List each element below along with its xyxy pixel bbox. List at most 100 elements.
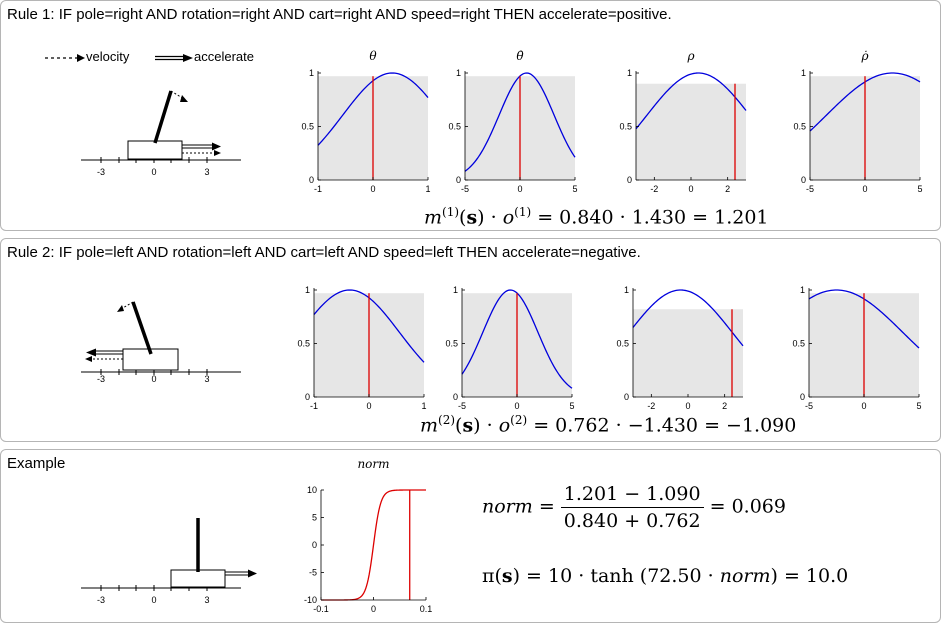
y-tick-label: -5	[309, 568, 317, 578]
legend-velocity-label: velocity	[86, 49, 130, 64]
rule1-title: Rule 1: IF pole=right AND rotation=right…	[7, 6, 672, 23]
y-tick-label: 0.5	[616, 339, 629, 349]
x-tick-label: 0	[685, 401, 690, 411]
y-tick-label: 0.5	[619, 122, 632, 132]
x-tick-label: 0	[370, 184, 375, 194]
membership-curve	[632, 289, 744, 347]
rule2-o-value: −1.430	[627, 414, 699, 437]
rule1-plot-theta-dot: 00.51-5 0 5θ̇	[448, 49, 577, 194]
x-tick-label: 1	[425, 184, 430, 194]
norm-formula: norm = 1.201 − 1.090 0.840 + 0.762 = 0.0…	[482, 483, 786, 532]
cart-axis-tick: 0	[151, 595, 156, 605]
pi-var: norm	[719, 565, 771, 587]
membership-curve	[464, 72, 576, 172]
cart-axis-tick: -3	[97, 374, 105, 384]
pole	[153, 90, 173, 144]
example-title: Example	[7, 455, 66, 472]
pi-lhs: π(	[482, 565, 502, 587]
membership-curve	[635, 72, 747, 130]
y-tick-label: 1	[627, 68, 632, 78]
y-tick-label: 0	[456, 175, 461, 185]
y-tick-label: 1	[456, 68, 461, 78]
x-tick-label: 0	[517, 184, 522, 194]
x-tick-label: 5	[916, 401, 921, 411]
y-tick-label: 1	[800, 285, 805, 295]
cart-axis-tick: -3	[97, 167, 105, 177]
y-tick-label: 1	[453, 285, 458, 295]
cart-axis-tick: 3	[204, 374, 209, 384]
rule2-formula: m(2)(s) · o(2) = 0.762 · −1.430 = −1.090	[420, 413, 797, 437]
norm-plot-title: norm	[357, 457, 389, 471]
legend: velocity accelerate	[45, 49, 285, 65]
x-tick-label: 0	[862, 184, 867, 194]
rule1-formula: m(1)(s) · o(1) = 0.840 · 1.430 = 1.201	[424, 205, 769, 229]
y-tick-label: 10	[307, 485, 317, 495]
cart-axis-tick: 0	[151, 374, 156, 384]
x-tick-label: -1	[314, 184, 322, 194]
example-panel: Example -3 0 3 -10 -5 0 5 10 -0.1 0 0.1 norm nor…	[0, 449, 941, 623]
cart	[127, 140, 183, 160]
shaded-region	[636, 83, 746, 180]
y-tick-label: 0.5	[297, 339, 310, 349]
rule1-cartpole-diagram: -3 0 3	[81, 90, 241, 177]
x-tick-label: -5	[461, 184, 469, 194]
rule2-plot-theta: 00.51-1 0 1	[297, 285, 426, 411]
x-tick-label: 0	[688, 184, 693, 194]
x-tick-label: 0	[861, 401, 866, 411]
x-tick-label: -1	[310, 401, 318, 411]
y-tick-label: 0.5	[448, 122, 461, 132]
pi-state: s	[501, 565, 513, 587]
velocity-arrow-icon	[45, 54, 85, 62]
plot-title: ρ	[686, 49, 694, 63]
y-tick-label: 0.5	[793, 122, 806, 132]
x-tick-label: -0.1	[313, 604, 329, 614]
x-tick-label: 5	[569, 401, 574, 411]
cart	[170, 569, 226, 588]
y-tick-label: 0	[309, 175, 314, 185]
rule2-index: 2	[514, 413, 523, 427]
example-norm-plot: -10 -5 0 5 10 -0.1 0 0.1 norm	[304, 457, 432, 614]
rule1-panel: Rule 1: IF pole=right AND rotation=right…	[0, 0, 941, 231]
y-tick-label: 0	[305, 392, 310, 402]
y-tick-label: 5	[312, 513, 317, 523]
accelerate-arrow-icon	[155, 54, 193, 62]
example-cartpole-diagram: -3 0 3	[81, 518, 257, 605]
pi-formula: π(s) = 10 · tanh (72.50 · norm) = 10.0	[482, 565, 848, 587]
x-tick-label: 0	[514, 401, 519, 411]
rule2-title: Rule 2: IF pole=left AND rotation=left A…	[7, 244, 641, 261]
y-tick-label: 1	[309, 68, 314, 78]
x-tick-label: -5	[458, 401, 466, 411]
rule2-result: −1.090	[726, 414, 797, 437]
legend-accelerate-label: accelerate	[194, 49, 254, 64]
rule1-o-value: 1.430	[631, 206, 687, 229]
rule1-index: 1	[446, 205, 455, 219]
plot-title: θ̇	[516, 49, 524, 63]
y-tick-label: 0	[624, 392, 629, 402]
cart-axis-tick: 0	[151, 167, 156, 177]
x-tick-label: -2	[647, 401, 655, 411]
norm-fraction: 1.201 − 1.090 0.840 + 0.762	[560, 483, 704, 532]
y-tick-label: 1	[801, 68, 806, 78]
y-tick-label: 0	[453, 392, 458, 402]
y-tick-label: -10	[304, 595, 317, 605]
norm-lhs: norm	[482, 495, 533, 518]
x-tick-label: 5	[917, 184, 922, 194]
y-tick-label: 0	[627, 175, 632, 185]
membership-curve	[461, 289, 573, 389]
y-tick-label: 0	[801, 175, 806, 185]
cart-axis-tick: 3	[204, 167, 209, 177]
rule1-plot-rho-dot: 00.51-5 0 5ρ̇	[793, 49, 922, 194]
y-tick-label: 1	[624, 285, 629, 295]
rule2-plot-theta-dot: 00.51-5 0 5	[445, 285, 574, 411]
rule2-index: 2	[442, 413, 451, 427]
x-tick-label: 2	[725, 184, 730, 194]
rule2-cartpole-diagram: -3 0 3	[81, 301, 241, 384]
rule1-index: 1	[518, 205, 527, 219]
plot-title: θ	[369, 49, 377, 63]
cart-axis-tick: 3	[204, 595, 209, 605]
x-tick-label: 1	[421, 401, 426, 411]
rule2-plot-rho: 0 0.5 1 -2 0 2	[616, 285, 744, 411]
x-tick-label: 5	[572, 184, 577, 194]
rule1-m-value: 0.840	[559, 206, 614, 229]
cart-axis-tick: -3	[97, 595, 105, 605]
